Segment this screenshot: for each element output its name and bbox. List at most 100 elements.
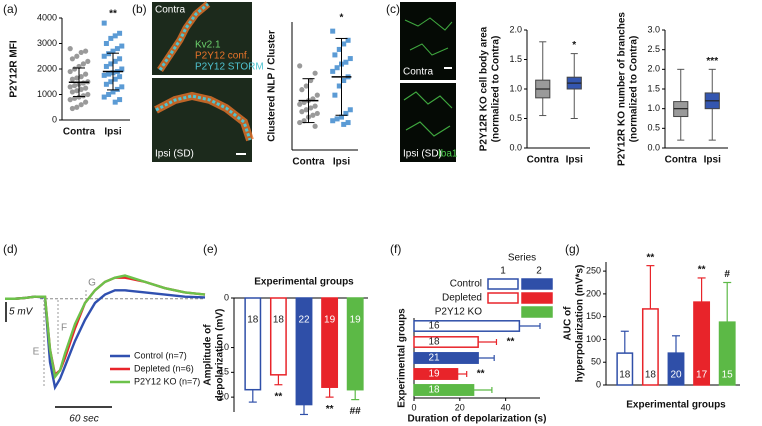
legend-swatch <box>487 278 519 290</box>
data-point <box>117 56 123 62</box>
x-tick-label: 40 <box>501 402 511 412</box>
data-point <box>297 119 303 126</box>
image-label: Ipsi (SD) <box>155 149 194 160</box>
y-tick-label: 150 <box>586 311 601 321</box>
data-point <box>80 61 86 67</box>
data-point <box>83 99 89 105</box>
image-label: Ipsi (SD) <box>403 149 442 160</box>
y-tick-label: -20 <box>216 392 229 402</box>
bar <box>641 308 659 386</box>
significance: ## <box>350 406 362 417</box>
data-point <box>334 65 340 71</box>
data-point <box>69 56 75 62</box>
chart-title: Experimental groups <box>254 277 354 288</box>
y-tick-label: 2.5 <box>647 44 660 54</box>
data-point <box>67 84 73 90</box>
data-point <box>108 61 114 67</box>
count-label: 18 <box>428 385 440 396</box>
count-label: 22 <box>298 315 310 326</box>
data-point <box>80 80 86 86</box>
data-point <box>119 66 125 72</box>
microglia <box>409 43 449 56</box>
data-point <box>85 58 91 64</box>
y-tick-label: 0 <box>52 114 57 124</box>
trace <box>5 274 206 380</box>
image-label: Contra <box>403 67 433 78</box>
data-point <box>117 74 123 80</box>
legend-swatch <box>521 306 553 318</box>
image-b: Contra Kv2.1 P2Y12 conf. P2Y12 STORM Ips… <box>152 1 264 162</box>
data-point <box>101 94 107 100</box>
data-point <box>76 94 82 100</box>
significance: ** <box>477 369 485 380</box>
data-point <box>308 77 314 84</box>
data-point <box>108 35 114 41</box>
bar <box>413 352 479 364</box>
data-point <box>336 46 342 52</box>
x-tick-label: Ipsi <box>104 127 121 138</box>
bar <box>295 297 313 406</box>
data-point <box>69 89 75 95</box>
count-label: 19 <box>350 315 362 326</box>
data-point <box>334 116 340 122</box>
data-point <box>117 97 123 103</box>
count-label: 20 <box>670 370 682 381</box>
count-label: 18 <box>428 337 440 348</box>
panel-label: (e) <box>203 242 218 256</box>
y-tick-label: 4000 <box>37 12 57 22</box>
data-point <box>110 89 116 95</box>
data-point <box>103 81 109 87</box>
legend-label: P2Y12 KO (n=7) <box>134 376 200 386</box>
x-tick-label: Contra <box>665 155 698 166</box>
data-point <box>347 56 353 62</box>
legend-label: Depleted (n=6) <box>134 363 194 373</box>
data-point <box>74 88 80 94</box>
significance: *** <box>706 56 718 67</box>
scale-label: 5 mV <box>9 307 34 318</box>
data-point <box>78 74 84 80</box>
significance: * <box>340 13 344 24</box>
data-point <box>78 49 84 56</box>
data-point <box>303 107 309 113</box>
bar <box>413 336 479 348</box>
y-axis-label: P2Y12R MFI <box>9 40 20 97</box>
y-tick-label: 1000 <box>37 89 57 99</box>
panel-label: (a) <box>3 2 18 16</box>
data-point <box>67 68 73 75</box>
y-tick-label: 1.0 <box>647 103 660 113</box>
y-tick-label: 200 <box>586 288 601 298</box>
bar <box>413 384 475 396</box>
y-tick-label: -10 <box>216 342 229 352</box>
significance: ** <box>275 391 283 402</box>
microglia <box>405 121 451 137</box>
legend-label: P2Y12 KO <box>435 307 482 318</box>
y-tick-label: 250 <box>586 265 601 275</box>
data-point <box>339 114 344 120</box>
data-point <box>69 76 75 82</box>
count-label: 15 <box>722 370 734 381</box>
count-label: 18 <box>273 315 285 326</box>
data-point <box>106 92 112 97</box>
bar <box>269 297 287 376</box>
legend-label: Control <box>450 279 482 290</box>
channel-label: P2Y12 STORM <box>195 62 264 73</box>
data-point <box>299 109 305 115</box>
data-point <box>112 58 118 64</box>
channel-label: Kv2.1 <box>195 40 221 51</box>
x-tick-label: Ipsi <box>333 157 350 168</box>
panel-label: (d) <box>3 242 18 256</box>
data-point <box>332 52 338 58</box>
y-axis-label: Clustered NLP / Cluster <box>267 30 278 142</box>
data-point <box>312 70 318 76</box>
y-axis-label: hyperpolarization (mV*s) <box>575 265 586 383</box>
y-tick-label: 1.5 <box>509 54 522 64</box>
data-point <box>69 105 75 112</box>
count-label: 21 <box>428 353 440 364</box>
significance: ** <box>326 404 334 415</box>
data-point <box>310 112 316 118</box>
significance: ** <box>698 265 706 276</box>
x-tick-label: 20 <box>455 402 465 412</box>
data-point <box>297 101 303 107</box>
data-point <box>297 63 303 69</box>
